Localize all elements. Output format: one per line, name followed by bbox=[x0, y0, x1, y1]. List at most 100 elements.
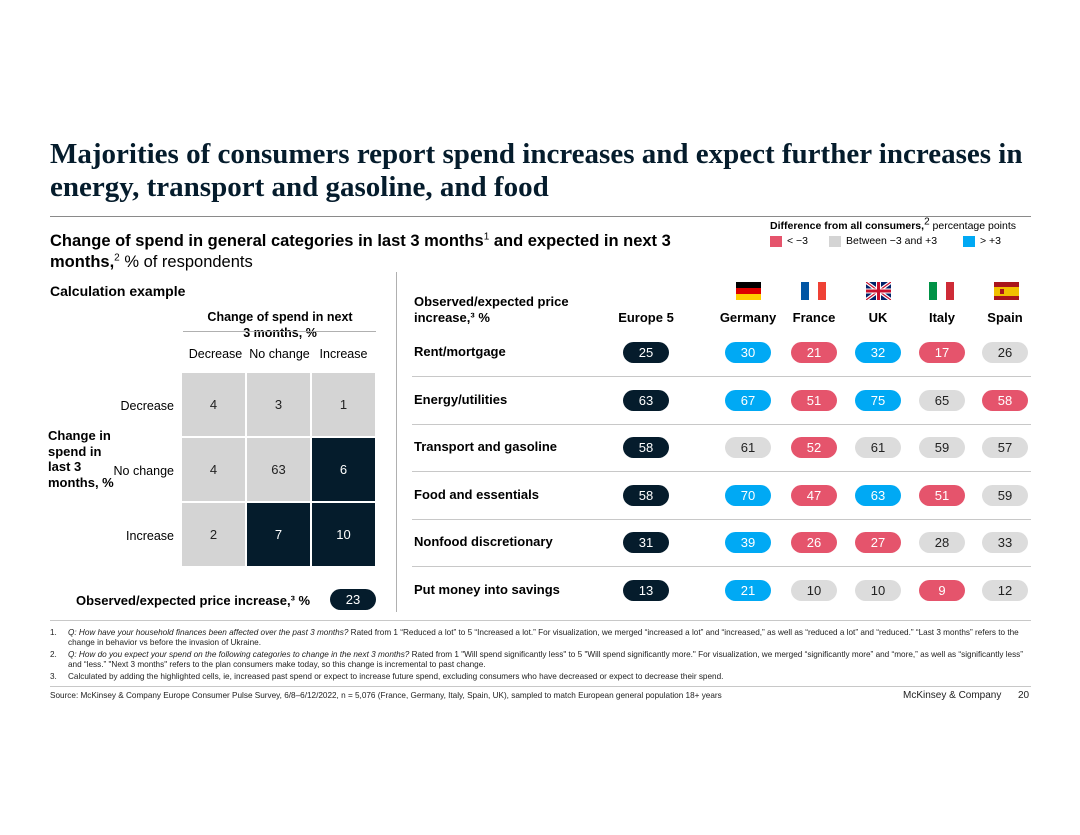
footnote-3-num: 3. bbox=[50, 672, 57, 681]
row-divider bbox=[412, 566, 1031, 567]
germany-flag-icon bbox=[736, 282, 761, 300]
subtitle-sup2: 2 bbox=[114, 252, 120, 264]
value-pill: 58 bbox=[623, 437, 669, 458]
footnote-2-question: Q: How do you expect your spend on the f… bbox=[68, 650, 410, 659]
value-pill: 52 bbox=[791, 437, 837, 458]
legend-label-high: > +3 bbox=[980, 235, 1002, 247]
calc-price-value: 23 bbox=[330, 589, 376, 610]
footnote-1-num: 1. bbox=[50, 628, 57, 637]
footnote-3: 3. Calculated by adding the highlighted … bbox=[50, 672, 1030, 682]
col-header-italy: Italy bbox=[928, 310, 955, 325]
subtitle-bold2: and expected in next 3 months, bbox=[50, 232, 671, 271]
row-label: Transport and gasoline bbox=[414, 439, 558, 454]
calc-col-header-rule bbox=[183, 331, 376, 332]
row-divider bbox=[412, 376, 1031, 377]
value-pill: 21 bbox=[725, 579, 771, 601]
value-pill: 67 bbox=[725, 389, 771, 411]
value-pill: 26 bbox=[982, 342, 1028, 363]
calc-col-label-decrease: Decrease bbox=[188, 347, 243, 361]
matrix-cell: 63 bbox=[246, 437, 311, 502]
calc-row-label-nochange: No change bbox=[113, 464, 174, 478]
matrix-cell: 6 bbox=[311, 437, 376, 502]
value-pill: 51 bbox=[919, 484, 965, 506]
value-pill: 63 bbox=[855, 484, 901, 506]
value-pill: 12 bbox=[982, 579, 1028, 601]
value-pill: 17 bbox=[919, 342, 965, 363]
value-pill: 13 bbox=[623, 579, 669, 601]
col-header-germany: Germany bbox=[719, 310, 777, 325]
value-pill: 31 bbox=[623, 532, 669, 553]
subtitle-sup1: 1 bbox=[483, 231, 490, 243]
subtitle-rest: % of respondents bbox=[119, 253, 253, 271]
legend-label-neutral: Between −3 and +3 bbox=[846, 235, 938, 247]
footnote-1-text: Rated from 1 “Reduced a lot” to 5 “Incre… bbox=[68, 628, 1019, 647]
legend-title-bold: Difference from all consumers, bbox=[770, 220, 925, 232]
matrix-cell: 7 bbox=[246, 502, 311, 567]
calc-col-label-nochange: No change bbox=[249, 347, 310, 361]
row-divider bbox=[412, 423, 1031, 425]
calc-col-label-increase: Increase bbox=[319, 347, 368, 361]
matrix-cell: 3 bbox=[246, 372, 311, 437]
value-pill: 75 bbox=[855, 389, 901, 411]
row-label: Rent/mortgage bbox=[414, 344, 506, 359]
brand-footer: McKinsey & Company bbox=[903, 690, 1002, 701]
value-pill: 51 bbox=[791, 389, 837, 411]
legend-swatch-low bbox=[770, 235, 782, 247]
value-pill: 70 bbox=[725, 484, 771, 506]
footnote-2: 2. Q: How do you expect your spend on th… bbox=[50, 650, 1030, 670]
footnote-3-text: Calculated by adding the highlighted cel… bbox=[68, 672, 724, 681]
value-pill: 27 bbox=[855, 532, 901, 553]
calc-row-header: Change in spend in last 3 months, % bbox=[48, 428, 114, 490]
matrix-cell: 1 bbox=[311, 372, 376, 437]
title-divider bbox=[50, 216, 1031, 217]
value-pill: 61 bbox=[855, 437, 901, 458]
calc-row-label-increase: Increase bbox=[126, 529, 174, 543]
value-pill: 59 bbox=[982, 484, 1028, 506]
value-pill: 21 bbox=[791, 342, 837, 363]
calc-title: Calculation example bbox=[50, 283, 186, 299]
legend-title-sup: 2 bbox=[924, 216, 930, 228]
value-pill: 33 bbox=[982, 532, 1028, 553]
chart-subtitle: Change of spend in general categories in… bbox=[50, 231, 690, 273]
value-pill: 30 bbox=[725, 342, 771, 363]
footnote-2-text: Rated from 1 "Will spend significantly l… bbox=[68, 650, 1023, 669]
col-header-france: France bbox=[792, 310, 836, 325]
value-pill: 57 bbox=[982, 437, 1028, 458]
footnote-divider bbox=[50, 620, 1031, 621]
legend-swatch-neutral bbox=[829, 235, 841, 247]
legend-title: Difference from all consumers,2 percenta… bbox=[770, 216, 1017, 232]
page-title: Majorities of consumers report spend inc… bbox=[50, 138, 1023, 203]
matrix-cell: 2 bbox=[181, 502, 246, 567]
matrix-cell: 10 bbox=[311, 502, 376, 567]
row-label: Food and essentials bbox=[414, 486, 539, 502]
subtitle-bold: Change of spend in general categories in… bbox=[50, 232, 484, 250]
spain-flag-icon bbox=[994, 282, 1019, 300]
row-label: Put money into savings bbox=[414, 581, 560, 597]
calc-col-header: Change of spend in next 3 months, % bbox=[207, 310, 353, 340]
value-pill: 47 bbox=[791, 484, 837, 506]
col-header-uk: UK bbox=[868, 310, 888, 325]
col-header-spain: Spain bbox=[987, 310, 1023, 325]
source-note: Source: McKinsey & Company Europe Consum… bbox=[50, 691, 722, 700]
legend-title-rest: percentage points bbox=[929, 220, 1017, 232]
footnote-1: 1. Q: How have your household finances b… bbox=[50, 628, 1030, 648]
section-divider bbox=[396, 272, 397, 612]
col-header-europe5: Europe 5 bbox=[618, 310, 674, 325]
value-pill: 9 bbox=[919, 579, 965, 601]
row-divider bbox=[412, 518, 1031, 520]
value-pill: 26 bbox=[791, 532, 837, 553]
legend-swatch-high bbox=[963, 235, 975, 247]
matrix-cell: 4 bbox=[181, 437, 246, 502]
value-pill: 25 bbox=[623, 342, 669, 363]
calc-matrix: 4 3 1 4 63 6 2 7 10 bbox=[181, 372, 377, 568]
value-pill: 32 bbox=[855, 342, 901, 363]
calc-row-label-decrease: Decrease bbox=[120, 399, 175, 413]
italy-flag-icon bbox=[929, 282, 954, 300]
value-pill: 63 bbox=[623, 389, 669, 411]
matrix-cell: 4 bbox=[181, 372, 246, 437]
value-pill: 39 bbox=[725, 532, 771, 553]
footnote-1-question: Q: How have your household finances been… bbox=[68, 628, 349, 637]
value-pill: 10 bbox=[791, 579, 837, 601]
footnote-2-num: 2. bbox=[50, 650, 57, 659]
legend-item-high: > +3 bbox=[963, 235, 1001, 247]
